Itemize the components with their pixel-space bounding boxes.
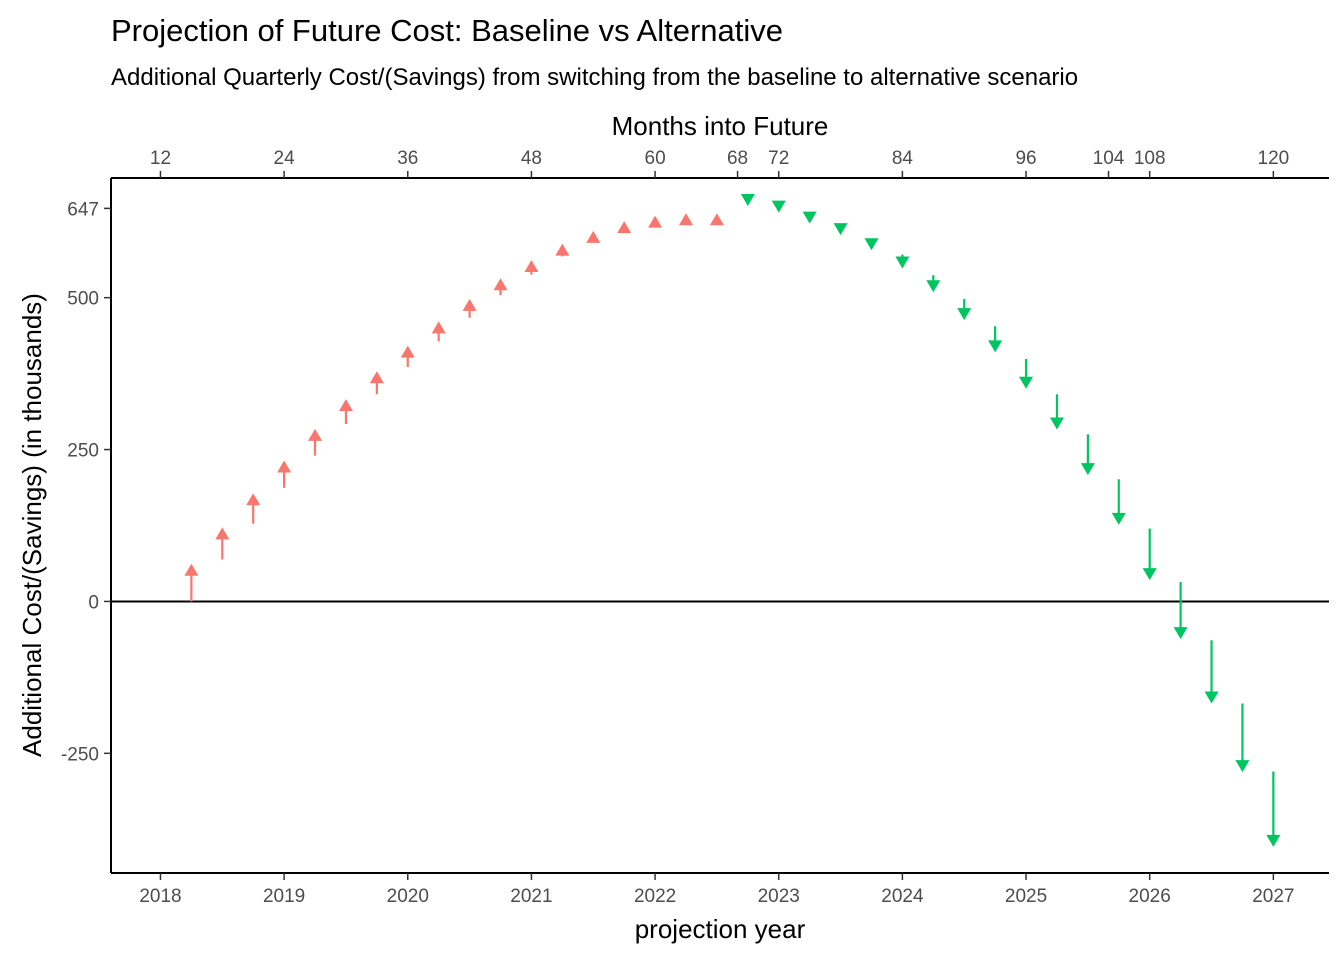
- decrease-arrow-head: [1080, 463, 1095, 476]
- decrease-arrow-head: [1235, 760, 1250, 773]
- top-tick-label: 60: [645, 148, 666, 169]
- increase-arrow-head: [431, 321, 446, 334]
- decrease-arrow-head: [833, 223, 848, 236]
- y-tick-label: 647: [67, 199, 99, 220]
- top-tick-label: 48: [521, 148, 542, 169]
- x-tick-label: 2026: [1129, 886, 1171, 907]
- x-axis-title: projection year: [635, 914, 806, 944]
- decrease-arrow-head: [1142, 568, 1157, 581]
- increase-arrow-head: [617, 221, 632, 234]
- decrease-arrow-head: [740, 193, 755, 206]
- top-tick-label: 104: [1093, 148, 1125, 169]
- top-tick-label: 84: [892, 148, 914, 169]
- x-tick-label: 2025: [1005, 886, 1047, 907]
- decrease-arrow-head: [771, 200, 786, 213]
- decrease-arrow-head: [895, 256, 910, 269]
- x-tick-label: 2020: [387, 886, 429, 907]
- top-tick-label: 12: [150, 148, 171, 169]
- increase-arrow-head: [586, 230, 601, 243]
- top-tick-label: 36: [397, 148, 418, 169]
- decrease-arrow-head: [1019, 376, 1034, 389]
- increase-arrow-head: [678, 213, 693, 226]
- x-tick-label: 2027: [1252, 886, 1294, 907]
- x-tick-label: 2021: [510, 886, 552, 907]
- top-axis-title: Months into Future: [612, 111, 829, 141]
- x-tick-label: 2018: [139, 886, 181, 907]
- y-tick-label: 250: [67, 441, 99, 462]
- increase-arrow-head: [308, 428, 323, 441]
- increase-arrow-head: [277, 460, 292, 473]
- y-tick-label: -250: [61, 744, 99, 765]
- decrease-arrow-head: [926, 280, 941, 293]
- y-axis-title: Additional Cost/(Savings) (in thousands): [17, 293, 47, 757]
- increase-arrow-head: [246, 493, 261, 506]
- y-tick-label: 500: [67, 289, 99, 310]
- decrease-arrow-head: [1204, 691, 1219, 704]
- top-tick-label: 96: [1015, 148, 1036, 169]
- x-tick-label: 2024: [881, 886, 924, 907]
- decrease-arrow-head: [1049, 417, 1064, 430]
- increase-arrow-head: [400, 345, 415, 358]
- decrease-arrow-head: [1111, 512, 1126, 525]
- x-tick-label: 2022: [634, 886, 676, 907]
- plot-area: 2018 2019 2020 2021 2022 2023 2024 2025 2026 2027…: [61, 148, 1329, 907]
- y-tick-label: 0: [88, 592, 99, 613]
- decrease-arrow-head: [957, 308, 972, 321]
- chart-subtitle: Additional Quarterly Cost/(Savings) from…: [111, 64, 1078, 91]
- increase-arrow-head: [338, 399, 353, 412]
- increase-arrow-head: [184, 563, 199, 576]
- decrease-arrow-head: [988, 340, 1003, 353]
- top-tick-label: 72: [768, 148, 789, 169]
- increase-arrow-head: [493, 278, 508, 291]
- x-tick-label: 2019: [263, 886, 305, 907]
- top-tick-label: 24: [274, 148, 296, 169]
- top-tick-label: 68: [727, 148, 748, 169]
- increase-arrow-head: [524, 260, 539, 273]
- decrease-arrow-head: [802, 211, 817, 224]
- decrease-arrow-head: [864, 238, 879, 251]
- increase-arrow-head: [369, 371, 384, 384]
- decrease-arrow-head: [1173, 627, 1188, 640]
- top-tick-label: 108: [1134, 148, 1166, 169]
- increase-arrow-head: [709, 213, 724, 226]
- increase-arrow-head: [555, 243, 570, 256]
- chart-title: Projection of Future Cost: Baseline vs A…: [111, 13, 783, 48]
- decrease-arrow-head: [1266, 834, 1281, 847]
- increase-arrow-head: [215, 527, 230, 540]
- increase-arrow-head: [462, 298, 477, 311]
- x-tick-label: 2023: [758, 886, 800, 907]
- increase-arrow-head: [648, 215, 663, 228]
- top-tick-label: 120: [1258, 148, 1290, 169]
